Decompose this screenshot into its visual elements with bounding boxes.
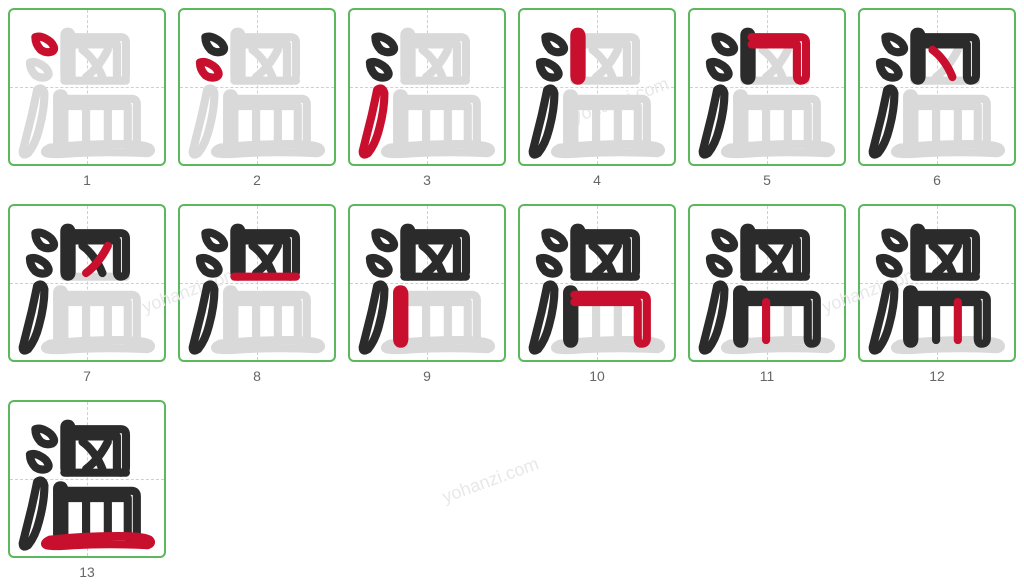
- stroke-step: 10: [518, 204, 676, 362]
- step-number: 10: [518, 368, 676, 384]
- stroke-step: 1: [8, 8, 166, 166]
- stroke-step: 3: [348, 8, 506, 166]
- step-number: 6: [858, 172, 1016, 188]
- glyph-svg: [180, 10, 334, 164]
- stroke-step: 5: [688, 8, 846, 166]
- stroke-cell: [518, 204, 676, 362]
- step-number: 12: [858, 368, 1016, 384]
- glyph-svg: [690, 10, 844, 164]
- step-number: 13: [8, 564, 166, 580]
- glyph-svg: [350, 10, 504, 164]
- stroke-step: 2: [178, 8, 336, 166]
- step-number: 3: [348, 172, 506, 188]
- stroke-cell: [8, 400, 166, 558]
- glyph-svg: [520, 206, 674, 360]
- stroke-step: 6: [858, 8, 1016, 166]
- step-number: 4: [518, 172, 676, 188]
- glyph-svg: [180, 206, 334, 360]
- stroke-step: 11: [688, 204, 846, 362]
- stroke-cell: [688, 204, 846, 362]
- stroke-cell: [348, 8, 506, 166]
- stroke-cell: [178, 204, 336, 362]
- stroke-cell: [858, 8, 1016, 166]
- step-number: 1: [8, 172, 166, 188]
- glyph-svg: [350, 206, 504, 360]
- step-number: 5: [688, 172, 846, 188]
- stroke-cell: [348, 204, 506, 362]
- stroke-step: 12: [858, 204, 1016, 362]
- stroke-step: 9: [348, 204, 506, 362]
- stroke-cell: [688, 8, 846, 166]
- glyph-svg: [860, 206, 1014, 360]
- glyph-svg: [10, 10, 164, 164]
- step-number: 2: [178, 172, 336, 188]
- stroke-cell: [858, 204, 1016, 362]
- glyph-svg: [860, 10, 1014, 164]
- step-number: 9: [348, 368, 506, 384]
- stroke-step: 4: [518, 8, 676, 166]
- step-number: 7: [8, 368, 166, 384]
- step-number: 11: [688, 368, 846, 384]
- glyph-svg: [10, 402, 164, 556]
- stroke-cell: [518, 8, 676, 166]
- glyph-svg: [520, 10, 674, 164]
- stroke-cell: [8, 8, 166, 166]
- stroke-cell: [8, 204, 166, 362]
- stroke-step: 7: [8, 204, 166, 362]
- step-number: 8: [178, 368, 336, 384]
- stroke-order-grid: 12345678910111213: [8, 8, 1016, 584]
- stroke-cell: [178, 8, 336, 166]
- glyph-svg: [10, 206, 164, 360]
- stroke-step: 13: [8, 400, 166, 558]
- stroke-step: 8: [178, 204, 336, 362]
- glyph-svg: [690, 206, 844, 360]
